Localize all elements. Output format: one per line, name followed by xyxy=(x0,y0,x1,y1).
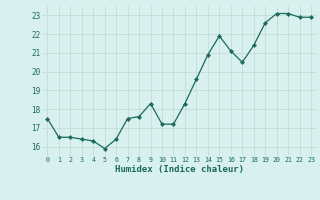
X-axis label: Humidex (Indice chaleur): Humidex (Indice chaleur) xyxy=(115,165,244,174)
